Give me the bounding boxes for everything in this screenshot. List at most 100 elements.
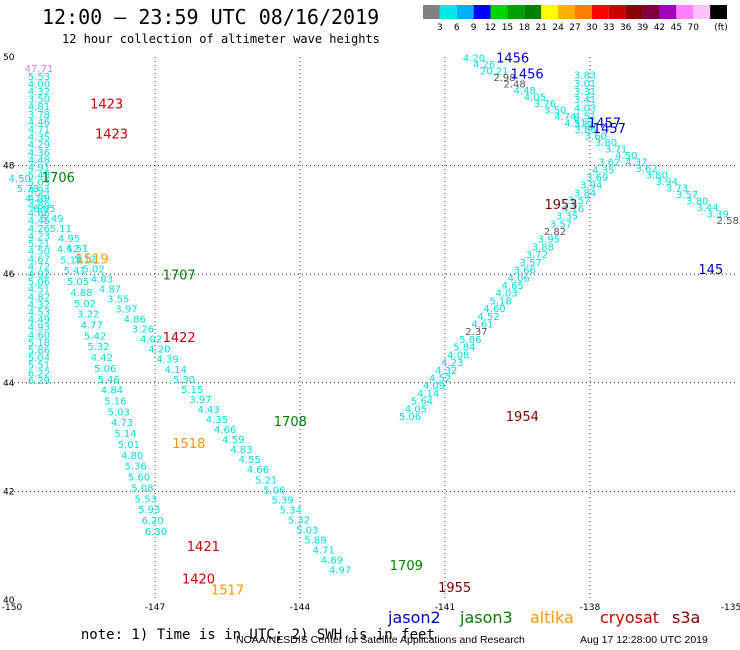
swh-value: 2.37	[465, 327, 487, 338]
swh-value: 4.50	[615, 151, 637, 162]
swh-value: 4.74	[554, 112, 576, 123]
swh-value: 3.80	[686, 197, 708, 208]
colorbar-cell	[490, 5, 508, 19]
x-tick-label: -144	[290, 603, 311, 613]
swh-value: 5.32	[288, 515, 310, 526]
swh-value: 6.22	[28, 368, 50, 379]
colorbar-label: 33	[603, 23, 614, 33]
swh-value: 5.21	[255, 475, 277, 486]
swh-value: 3.86	[574, 120, 596, 131]
swh-value: 5.78	[17, 184, 39, 195]
swh-value: 4.66	[247, 465, 269, 476]
swh-value: 4.23	[28, 231, 50, 242]
swh-value: 4.23	[441, 358, 463, 369]
swh-value: 5.30	[173, 375, 195, 386]
swh-value: 4.20	[463, 53, 485, 64]
colorbar-cell	[625, 5, 643, 19]
pass-time-labels: 1423 1423 1706 1519 1707 1422 1708 1518 1421 1420…	[42, 51, 723, 598]
colorbar-label: 36	[620, 23, 632, 33]
swh-value: 5.41	[64, 266, 86, 277]
swh-value: 3.57	[520, 258, 542, 269]
swh-value: 5.84	[453, 343, 475, 354]
colorbar-label: 42	[654, 23, 665, 33]
x-tick-label: -150	[2, 603, 23, 613]
pass-time-label: 1457	[593, 122, 626, 137]
x-tick-label: -138	[580, 603, 601, 613]
swh-value: 4.35	[592, 165, 614, 176]
swh-value: 4.26	[473, 60, 495, 71]
swh-value: 3.97	[115, 304, 137, 315]
colorbar-cell	[710, 5, 727, 19]
y-tick-label: 50	[3, 53, 15, 63]
swh-value: 4.91	[28, 163, 50, 174]
swh-value: 3.57	[568, 196, 590, 207]
swh-value: 4.60	[483, 304, 505, 315]
swh-value: 5.60	[128, 473, 150, 484]
swh-value: 4.50	[28, 247, 50, 258]
x-tick-label: -141	[435, 603, 455, 613]
swh-value: 5.89	[304, 536, 326, 547]
color-scale-bar: 3 6 9 12 15 18 21 24 27 30 33 36 39 42 45 70 (ft)	[423, 5, 728, 33]
swh-value: 5.53	[28, 72, 50, 83]
swh-value: 3.97	[189, 395, 211, 406]
swh-value: 5.08	[131, 483, 153, 494]
swh-value: 4.80	[28, 201, 50, 212]
swh-value: 4.73	[111, 418, 133, 429]
colorbar-label: 70	[687, 23, 699, 33]
swh-value: 5.12	[74, 254, 96, 265]
swh-value: 4.37	[625, 158, 647, 169]
swh-value: 4.51	[574, 111, 596, 122]
swh-value: 4.32	[435, 366, 457, 377]
swh-value: 5.03	[296, 525, 318, 536]
swh-value: 4.81	[28, 102, 50, 113]
colorbar-label: 21	[535, 23, 546, 33]
swh-value: 5.86	[459, 335, 481, 346]
pass-time-label: 145	[698, 263, 723, 278]
colorbar-label: 6	[454, 23, 460, 33]
swh-value: 4.16	[562, 204, 584, 215]
y-tick-label: 48	[3, 162, 15, 172]
swh-value: 4.95	[58, 234, 80, 245]
swh-value: 4.59	[222, 435, 244, 446]
colorbar-cell	[541, 5, 559, 19]
swh-value: 3.55	[107, 294, 129, 305]
swh-value: 4.46	[28, 117, 50, 128]
page-subtitle: 12 hour collection of altimeter wave hei…	[62, 32, 380, 46]
swh-value: 4.14	[165, 365, 187, 376]
pass-time-label: 1517	[211, 584, 244, 599]
swh-value: 4.51	[28, 285, 50, 296]
legend-s3a: s3a	[672, 608, 701, 627]
swh-value: 5.86	[28, 345, 50, 356]
y-tick-label: 44	[3, 379, 15, 389]
colorbar-cell	[642, 5, 660, 19]
colorbar-cell	[693, 5, 711, 19]
swh-value: 4.14	[417, 389, 439, 400]
swh-value: 3.66	[514, 266, 536, 277]
colorbar-cell	[591, 5, 609, 19]
colorbar-label: 3	[437, 23, 443, 33]
pass-time-label: 1421	[187, 540, 220, 555]
colorbar-label: 24	[552, 23, 564, 33]
swh-value: 4.97	[329, 566, 351, 577]
pass-time-label: 1709	[390, 559, 423, 574]
swh-value: 2.58	[717, 216, 739, 227]
swh-value: 6.05	[33, 204, 55, 215]
pass-time-label: 1518	[172, 437, 205, 452]
swh-value: 4.71	[313, 546, 335, 557]
pass-time-label: 1708	[274, 415, 307, 430]
swh-value: 3.41	[574, 95, 596, 106]
swh-value: 2.98	[493, 73, 515, 84]
colorbar-label: 9	[471, 23, 477, 33]
swh-value: 5.51	[28, 361, 50, 372]
swh-value: 4.03	[574, 103, 596, 114]
swh-value: 5.42	[84, 331, 106, 342]
colorbar-label: 39	[637, 23, 649, 33]
pass-time-label: 1456	[496, 51, 529, 66]
swh-value: 4.29	[28, 193, 50, 204]
pass-time-label: 1423	[95, 127, 128, 142]
swh-value: 47.71	[25, 64, 54, 75]
swh-value: 3.57	[550, 219, 572, 230]
satellite-tracks: 47.715.534.004.323.504.813.784.464.714.3…	[9, 53, 739, 576]
swh-value: 4.49	[28, 315, 50, 326]
swh-value: 5.01	[118, 440, 140, 451]
